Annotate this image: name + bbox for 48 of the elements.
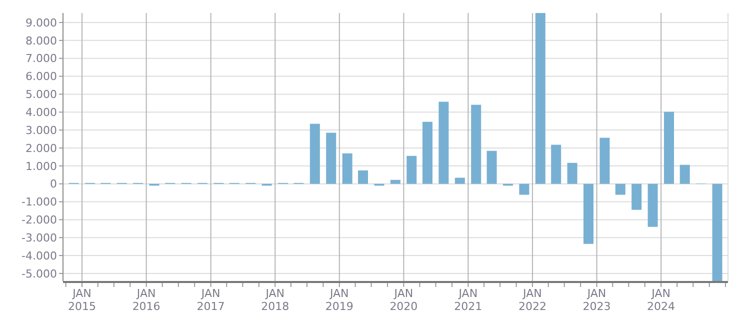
bar: [632, 184, 642, 210]
y-tick-label: -4.000: [22, 249, 57, 262]
bar: [567, 162, 578, 184]
x-tick-label: JAN 2018: [261, 287, 290, 313]
bar: [519, 184, 530, 195]
x-tick-label: JAN 2019: [325, 287, 354, 313]
bar: [471, 104, 482, 184]
bar: [712, 184, 722, 281]
bar: [438, 102, 449, 184]
bar: [358, 170, 368, 184]
bar: [648, 184, 658, 227]
y-tick-label: 8.000: [26, 34, 57, 48]
y-tick-label: 5.000: [26, 88, 57, 102]
bar: [326, 132, 336, 184]
bar: [342, 153, 352, 184]
y-tick-label: 3.000: [26, 124, 57, 137]
bar: [486, 150, 497, 184]
y-tick-label: -3.000: [22, 231, 57, 244]
y-tick-label: 2.000: [26, 142, 57, 155]
y-tick-label: -5.000: [22, 267, 57, 280]
bar: [600, 138, 610, 184]
bar: [422, 122, 432, 184]
x-tick-label: JAN 2015: [68, 287, 96, 313]
x-tick-label: JAN 2024: [647, 287, 676, 313]
x-tick-label: JAN 2023: [582, 287, 611, 313]
bar: [390, 180, 400, 184]
y-tick-label: 9.000: [26, 16, 57, 30]
bar: [615, 184, 626, 195]
y-tick-label: -1.000: [22, 196, 57, 209]
y-tick-label: 6.000: [26, 70, 57, 84]
bar: [551, 144, 562, 184]
x-tick-label: JAN 2020: [390, 287, 418, 313]
y-tick-label: 1.000: [26, 160, 57, 173]
x-tick-label: JAN 2022: [518, 287, 546, 313]
bar: [535, 13, 546, 184]
y-tick-label: 0: [50, 178, 57, 191]
y-tick-label: 7.000: [26, 52, 57, 66]
bar: [454, 178, 465, 184]
bar: [583, 184, 594, 244]
bar: [680, 164, 690, 184]
x-tick-label: JAN 2021: [454, 287, 482, 313]
bar: [310, 124, 320, 184]
x-tick-label: JAN 2017: [196, 287, 225, 313]
x-tick-label: JAN 2016: [132, 287, 160, 313]
y-tick-label: 4.000: [26, 106, 57, 119]
bar: [664, 112, 674, 184]
bar: [406, 156, 417, 184]
y-tick-label: -2.000: [22, 214, 57, 227]
